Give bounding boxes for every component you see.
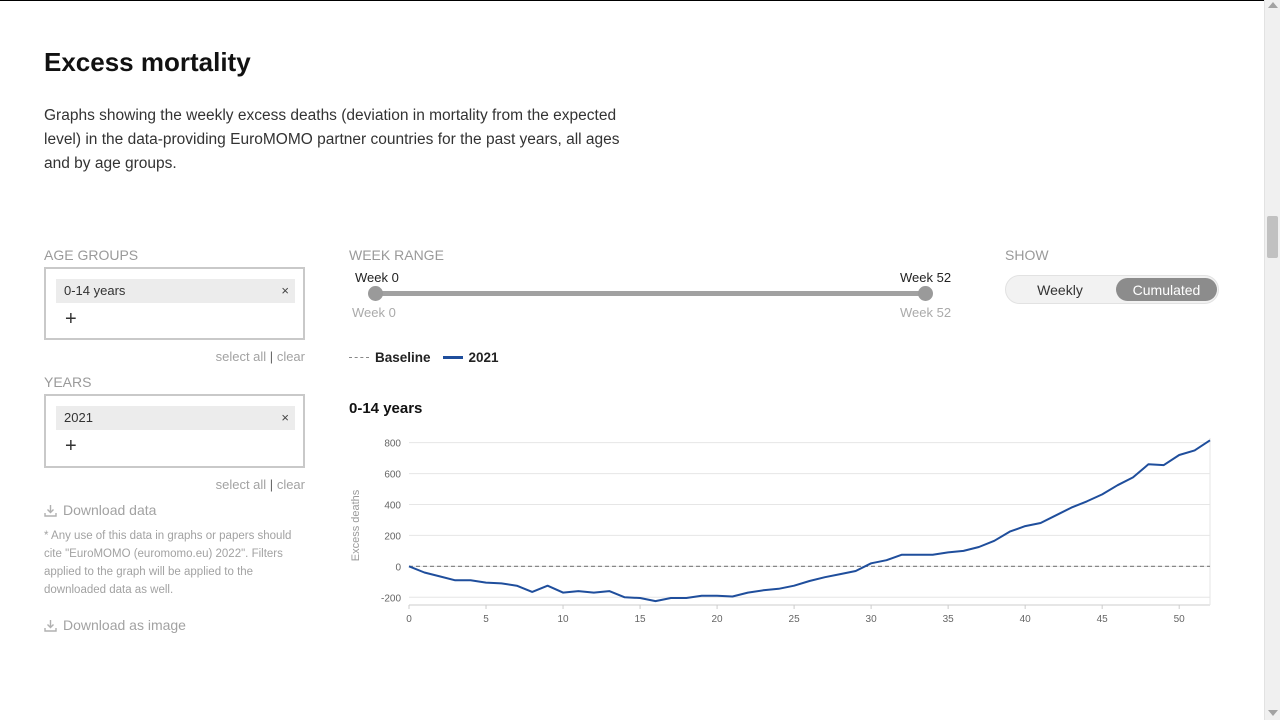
scroll-up-arrow-icon[interactable]: [1268, 2, 1278, 8]
y-tick-label: -200: [381, 593, 401, 604]
age-groups-clear-link[interactable]: clear: [276, 349, 305, 364]
age-groups-select-all-link[interactable]: select all: [215, 349, 267, 364]
years-select-all-link[interactable]: select all: [215, 477, 267, 492]
download-icon: [44, 619, 57, 632]
x-tick-label: 50: [1174, 614, 1186, 625]
scroll-down-arrow-icon[interactable]: [1268, 710, 1278, 716]
y-tick-label: 600: [384, 470, 401, 481]
age-groups-separator: |: [269, 349, 274, 364]
scrollbar-thumb[interactable]: [1267, 216, 1278, 258]
age-groups-select[interactable]: 0-14 years × +: [44, 267, 305, 340]
download-data-label: Download data: [63, 502, 157, 518]
y-tick-label: 400: [384, 500, 401, 511]
years-select[interactable]: 2021 × +: [44, 394, 305, 468]
year-tag: 2021 ×: [56, 406, 295, 430]
x-tick-label: 0: [406, 614, 412, 625]
remove-age-group-icon[interactable]: ×: [281, 283, 289, 298]
age-group-tag: 0-14 years ×: [56, 279, 295, 303]
baseline-legend-label: Baseline: [375, 350, 431, 365]
year-tag-label: 2021: [64, 410, 93, 425]
page-intro: Graphs showing the weekly excess deaths …: [44, 107, 620, 172]
week-range-start-label: Week 0: [355, 270, 399, 285]
series-legend-label: 2021: [468, 350, 499, 365]
age-groups-actions: select all | clear: [216, 349, 305, 364]
y-tick-label: 800: [384, 439, 401, 450]
remove-year-icon[interactable]: ×: [281, 410, 289, 425]
years-label: YEARS: [44, 374, 92, 390]
x-tick-label: 20: [712, 614, 724, 625]
week-range-start-handle[interactable]: [368, 286, 383, 301]
show-weekly-option[interactable]: Weekly: [1037, 282, 1083, 298]
show-label: SHOW: [1005, 247, 1049, 263]
week-range-end-handle[interactable]: [918, 286, 933, 301]
download-image-label: Download as image: [63, 617, 186, 633]
x-tick-label: 40: [1020, 614, 1032, 625]
x-tick-label: 45: [1097, 614, 1109, 625]
baseline-legend-swatch: [349, 357, 369, 358]
excess-deaths-chart: -200 0 200 400 600 800 0 5 10 15 20 25 30 35 40 45 50 Exc…: [350, 438, 1211, 625]
y-axis-title: Excess deaths: [350, 489, 362, 561]
download-image-link[interactable]: Download as image: [44, 617, 186, 633]
years-separator: |: [269, 477, 274, 492]
age-group-tag-label: 0-14 years: [64, 283, 126, 298]
years-clear-link[interactable]: clear: [276, 477, 305, 492]
chart-legend: Baseline 2021: [349, 350, 499, 365]
x-tick-label: 35: [943, 614, 955, 625]
add-year-icon[interactable]: +: [65, 435, 77, 457]
download-data-link[interactable]: Download data: [44, 502, 156, 518]
week-range-min-label: Week 0: [352, 305, 396, 320]
vertical-scrollbar[interactable]: [1264, 0, 1280, 720]
years-actions: select all | clear: [216, 477, 305, 492]
show-cumulated-option[interactable]: Cumulated: [1116, 278, 1217, 301]
week-range-slider-track[interactable]: [375, 291, 925, 296]
series-line-2021: [408, 439, 1211, 603]
age-groups-label: AGE GROUPS: [44, 247, 139, 263]
week-range-end-label: Week 52: [900, 270, 952, 285]
download-icon: [44, 504, 57, 517]
citation-note: * Any use of this data in graphs or pape…: [44, 530, 292, 596]
x-tick-label: 25: [789, 614, 801, 625]
window-top-border: [0, 0, 1264, 1]
series-legend-swatch: [442, 356, 463, 359]
y-tick-label: 200: [384, 531, 401, 542]
y-tick-label: 0: [395, 562, 401, 573]
x-tick-label: 10: [557, 614, 569, 625]
page-title: Excess mortality: [44, 47, 251, 77]
week-range-max-label: Week 52: [900, 305, 952, 320]
week-range-label: WEEK RANGE: [349, 247, 444, 263]
x-tick-label: 30: [866, 614, 878, 625]
show-toggle[interactable]: Weekly Cumulated: [1005, 275, 1219, 304]
x-tick-label: 5: [483, 614, 489, 625]
x-tick-label: 15: [634, 614, 646, 625]
chart-title: 0-14 years: [349, 400, 423, 417]
add-age-group-icon[interactable]: +: [65, 308, 77, 330]
